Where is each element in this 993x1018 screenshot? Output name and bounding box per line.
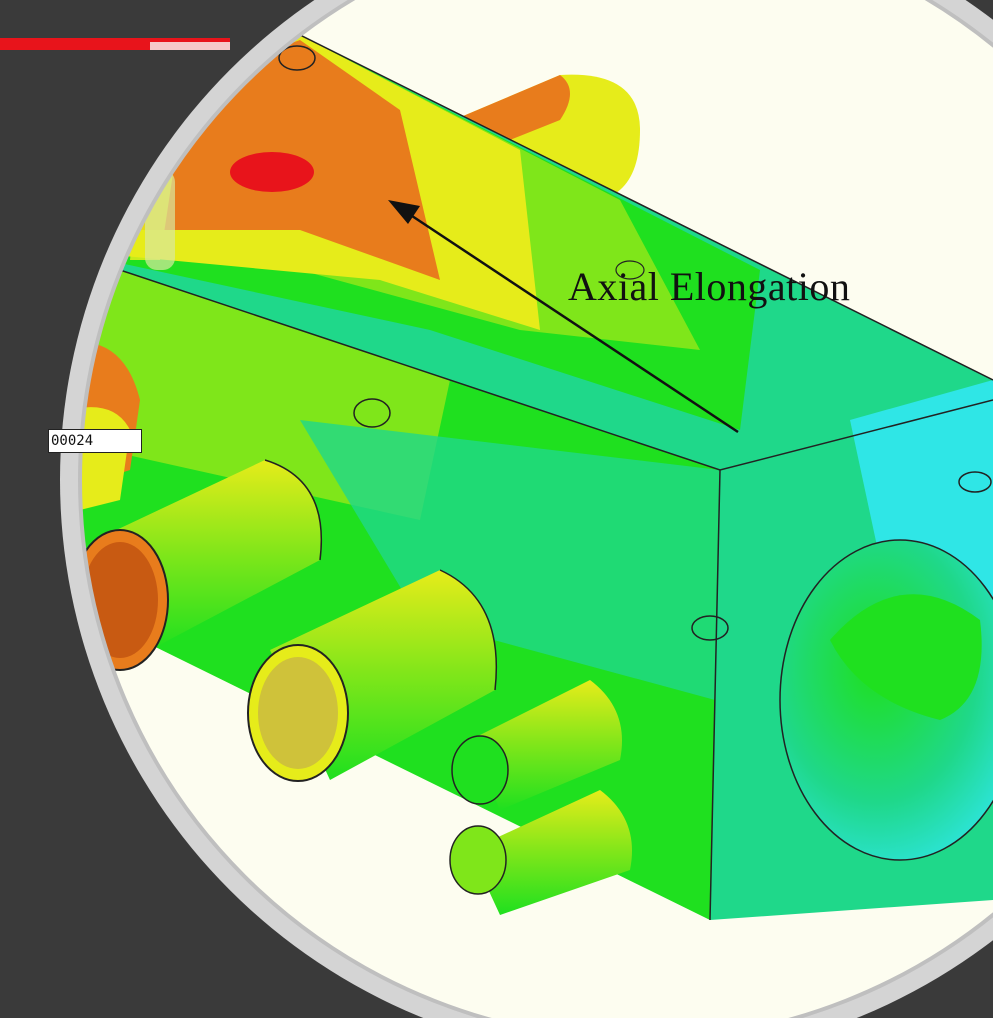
max-contour-spot (230, 152, 314, 192)
arrow-upleft-icon (388, 200, 420, 224)
accent-bar-fade (150, 42, 230, 50)
axial-elongation-label: Axial Elongation (568, 264, 851, 309)
elongation-arrow (399, 206, 739, 434)
probe-value-readout: 00024 (48, 429, 142, 453)
